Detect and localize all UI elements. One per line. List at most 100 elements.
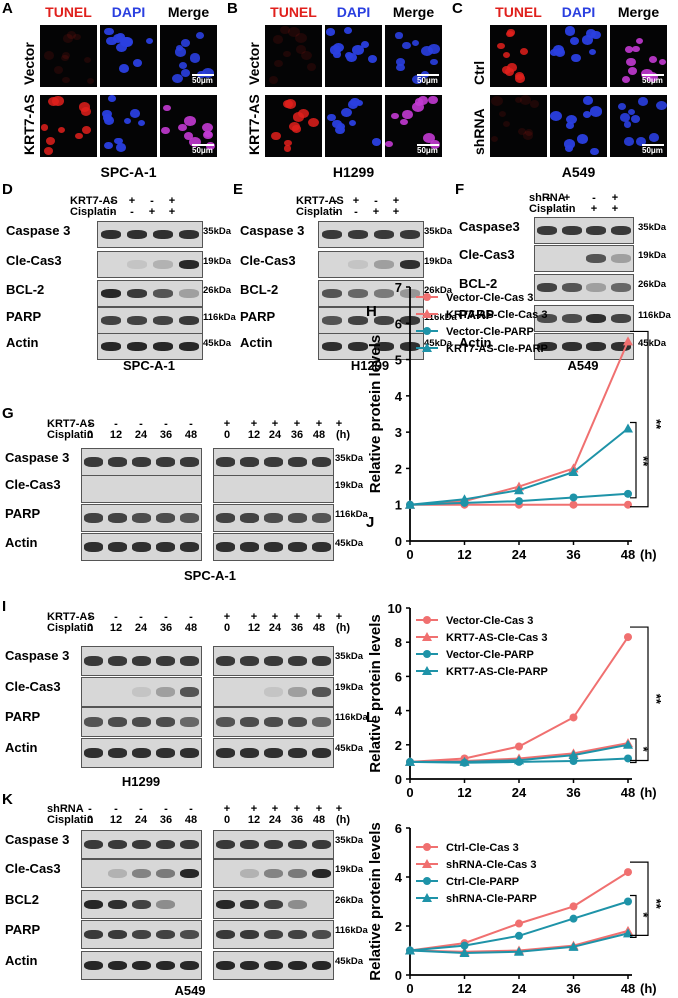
protein-band	[131, 686, 151, 698]
protein-band	[152, 342, 174, 351]
protein-band	[131, 899, 151, 910]
blot-row-label: BCL2	[5, 892, 39, 907]
kda-label: 116kDa	[203, 312, 236, 323]
nucleus	[591, 30, 601, 39]
time-label: 12	[247, 622, 261, 634]
blot-strip	[81, 646, 202, 676]
blot-strip	[81, 475, 202, 503]
nucleus	[180, 69, 191, 78]
nucleus	[347, 99, 359, 109]
protein-band	[179, 960, 199, 971]
sign: -	[592, 192, 596, 204]
sign: +	[563, 192, 571, 204]
data-point	[459, 756, 470, 766]
blot-strip	[97, 221, 203, 248]
nucleus	[635, 38, 644, 45]
nucleus	[411, 40, 419, 47]
data-point	[459, 494, 470, 504]
protein-band	[287, 868, 307, 879]
sign: +	[611, 192, 619, 204]
protein-band	[84, 655, 104, 667]
blot-row-label: Actin	[459, 335, 492, 350]
protein-band	[263, 457, 283, 467]
legend-marker	[422, 309, 432, 318]
blot-strip	[213, 830, 334, 859]
nucleus	[655, 100, 667, 111]
protein-band	[373, 316, 395, 325]
condition-label: KRT7-AS	[47, 418, 95, 430]
sign: -	[354, 206, 358, 218]
protein-band	[263, 839, 283, 850]
nucleus	[589, 48, 597, 55]
protein-band	[287, 929, 307, 940]
nucleus	[624, 45, 633, 53]
blot-strip	[213, 504, 334, 532]
data-point	[568, 467, 579, 477]
blot-strip	[81, 859, 202, 888]
nucleus	[163, 105, 171, 112]
sign: +	[223, 418, 231, 430]
data-point	[514, 755, 524, 765]
time-label: 12	[247, 814, 261, 826]
legend-marker	[423, 616, 431, 624]
nucleus	[385, 140, 393, 148]
protein-band	[178, 230, 200, 239]
x-axis-label: (h)	[640, 785, 657, 800]
micrograph: 50μm	[385, 25, 442, 87]
micrograph: 50μm	[385, 95, 442, 157]
protein-band	[84, 747, 104, 759]
data-point	[569, 902, 578, 911]
nucleus	[108, 95, 116, 102]
protein-band	[537, 314, 558, 323]
protein-band	[263, 929, 283, 940]
nucleus	[307, 63, 317, 71]
panel-label-H: H	[366, 303, 377, 320]
protein-band	[108, 513, 128, 523]
nucleus	[390, 112, 400, 120]
nucleus	[428, 96, 438, 105]
nucleus	[340, 107, 353, 118]
scale-bar-line	[642, 144, 664, 146]
nucleus	[514, 96, 522, 103]
protein-band	[108, 899, 128, 910]
cell-line-label: A549	[174, 983, 206, 998]
protein-band	[155, 747, 175, 759]
protein-band	[108, 960, 128, 971]
protein-band	[240, 899, 260, 910]
data-point	[515, 742, 523, 751]
nucleus	[517, 127, 526, 135]
condition-label: Cisplatin	[47, 814, 94, 826]
significance-bracket	[630, 738, 637, 764]
sign: -	[88, 611, 92, 623]
nucleus	[66, 31, 77, 40]
protein-band	[287, 655, 307, 667]
y-tick-label: 4	[395, 704, 403, 719]
sign: -	[110, 195, 114, 207]
cell-line-label: H1299	[332, 164, 375, 180]
protein-band	[347, 260, 369, 269]
sign: +	[128, 195, 136, 207]
nucleus	[623, 121, 632, 129]
scale-bar: 50μm	[642, 144, 664, 155]
x-tick-label: 36	[566, 785, 580, 800]
x-tick-label: 0	[406, 981, 413, 996]
time-label: 36	[159, 622, 173, 634]
time-label: 48	[312, 429, 326, 441]
protein-band	[586, 342, 607, 351]
blot-strip	[97, 251, 203, 278]
protein-band	[263, 747, 283, 759]
sign: +	[315, 418, 323, 430]
legend-marker	[423, 650, 431, 658]
protein-band	[152, 230, 174, 239]
nucleus	[78, 102, 90, 112]
blot-strip	[81, 533, 202, 561]
protein-band	[287, 960, 307, 971]
blot-row-label: Caspase 3	[6, 223, 71, 238]
data-point	[460, 941, 469, 950]
protein-band	[108, 929, 128, 940]
protein-band	[216, 655, 236, 667]
y-tick-label: 2	[395, 738, 402, 753]
y-axis-label: Relative protein levels	[367, 335, 384, 493]
significance-mark: *	[636, 747, 651, 753]
protein-band	[108, 716, 128, 728]
